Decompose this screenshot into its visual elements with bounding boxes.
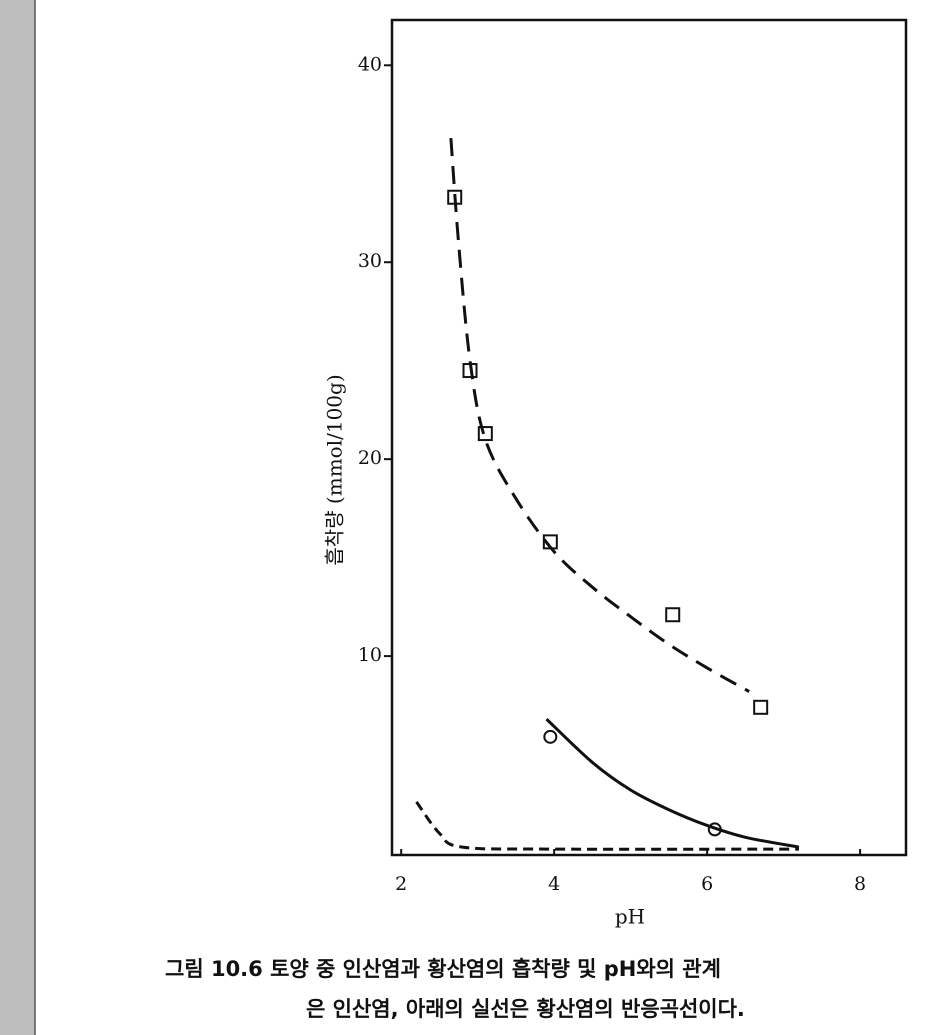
caption-line: 그림 10.6 토양 중 인산염과 황산염의 흡착량 및 pH와의 관계 <box>165 957 721 981</box>
side-strip <box>0 0 35 1035</box>
curve <box>415 800 799 851</box>
y-tick-label: 10 <box>358 644 382 666</box>
point <box>665 607 681 623</box>
x-tick-label: 8 <box>854 873 866 895</box>
point <box>543 729 558 744</box>
x-tick-label: 2 <box>395 873 407 895</box>
plot-frame <box>390 18 908 857</box>
x-tick-label: 6 <box>701 873 713 895</box>
x-axis-label: pH <box>615 905 645 929</box>
y-axis-label: 흡착량 (mmol/100g) <box>323 374 347 565</box>
curve <box>545 718 800 849</box>
point <box>753 699 769 715</box>
y-tick-label: 20 <box>358 447 382 469</box>
x-tick-label: 4 <box>548 873 560 895</box>
y-tick-label: 30 <box>358 250 382 272</box>
y-tick-label: 40 <box>358 53 382 75</box>
caption-line: 은 인산염, 아래의 실선은 황산염의 반응곡선이다. <box>306 997 745 1021</box>
curve <box>449 138 750 693</box>
